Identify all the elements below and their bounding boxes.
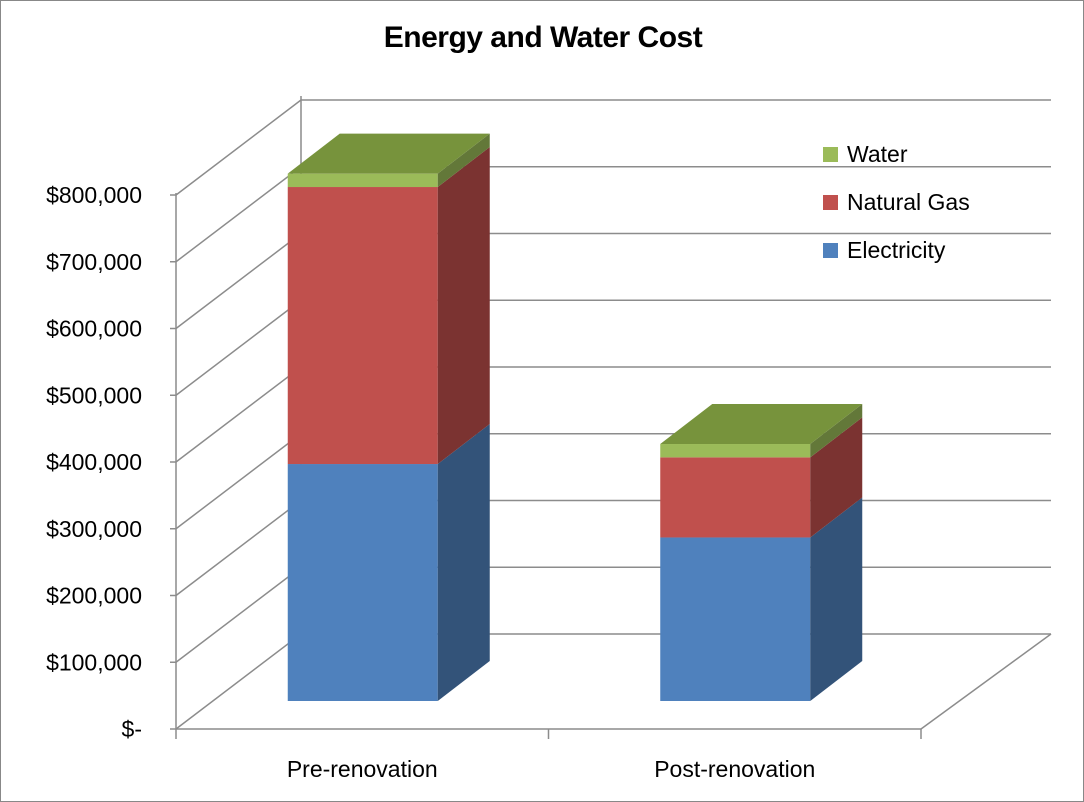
gridline-depth (175, 99, 302, 196)
bar-side-natural-gas (810, 417, 863, 538)
gridline-depth (175, 433, 302, 530)
y-tick-label: $300,000 (46, 516, 142, 542)
gridline-depth (175, 633, 302, 730)
legend-label-electricity: Electricity (847, 237, 946, 263)
gridline-depth (175, 366, 302, 463)
y-tick-label: $100,000 (46, 649, 142, 675)
gridline-depth (175, 232, 302, 330)
gridline-depth (175, 566, 302, 663)
legend-label-natural-gas: Natural Gas (847, 189, 970, 215)
bar-top-water (660, 404, 863, 445)
y-tick-label: $400,000 (46, 449, 142, 475)
y-tick-label: $200,000 (46, 583, 142, 609)
legend-swatch-natural-gas (823, 195, 838, 210)
gridline-depth (175, 166, 302, 263)
bar-side-electricity (810, 497, 863, 701)
bar-segment-water (660, 444, 811, 458)
gridline-depth (175, 499, 302, 597)
x-tick-label: Post-renovation (654, 756, 815, 782)
bar-top-water (287, 133, 490, 174)
legend-swatch-electricity (823, 243, 838, 258)
bar-side-water (810, 404, 863, 458)
bar-segment-electricity (660, 537, 811, 701)
y-tick-label: $800,000 (46, 182, 142, 208)
y-tick-label: $500,000 (46, 382, 142, 408)
y-tick-label: $- (122, 716, 142, 742)
bar-segment-natural-gas (287, 187, 438, 465)
legend-label-water: Water (847, 141, 908, 167)
bar-side-electricity (437, 424, 490, 701)
gridline-depth (175, 299, 302, 396)
bar-segment-water (287, 173, 438, 188)
bar-side-natural-gas (437, 147, 490, 465)
floor-right-edge (920, 633, 1052, 730)
x-tick-label: Pre-renovation (287, 756, 438, 782)
legend-swatch-water (823, 147, 838, 162)
bar-segment-electricity (287, 464, 438, 701)
chart-title: Energy and Water Cost (383, 21, 703, 54)
y-tick-label: $700,000 (46, 249, 142, 275)
y-tick-label: $600,000 (46, 316, 142, 342)
bar-side-water (437, 133, 490, 188)
bar-segment-natural-gas (660, 457, 811, 538)
